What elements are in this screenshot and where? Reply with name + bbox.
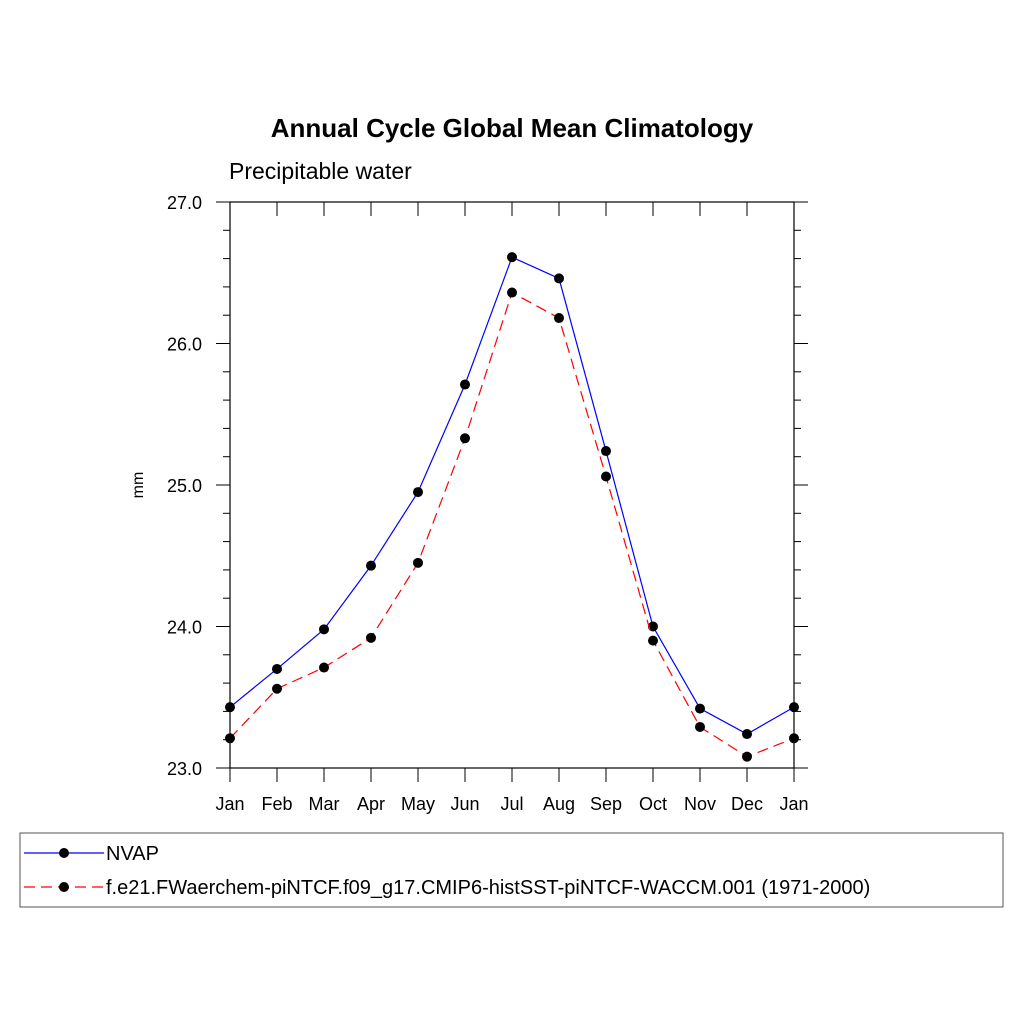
y-tick-label: 26.0 bbox=[167, 335, 202, 355]
x-tick-label: Jan bbox=[779, 794, 808, 814]
x-tick-label: Sep bbox=[590, 794, 622, 814]
legend-box bbox=[19, 832, 1004, 908]
x-tick-label: Dec bbox=[731, 794, 763, 814]
series-2-point bbox=[507, 287, 517, 298]
series-2-point bbox=[460, 433, 470, 444]
series-line-2 bbox=[229, 291, 795, 758]
x-tick-label: Oct bbox=[639, 794, 667, 814]
series-layer bbox=[225, 252, 799, 762]
y-axis-label: mm bbox=[130, 472, 147, 499]
series-line-1 bbox=[229, 256, 795, 735]
series-2-point bbox=[742, 751, 752, 762]
series-2-point bbox=[366, 632, 376, 643]
series-2-point bbox=[648, 635, 658, 646]
series-2-point bbox=[789, 733, 799, 744]
legend: NVAP f.e21.FWaerchem-piNTCF.f09_g17.CMIP6… bbox=[19, 832, 1004, 908]
series-1-point bbox=[507, 252, 517, 263]
series-1-point bbox=[272, 663, 282, 674]
series-1-point bbox=[366, 560, 376, 571]
x-tick-label: Jan bbox=[215, 794, 244, 814]
series-1-point bbox=[695, 703, 705, 714]
x-tick-label: Feb bbox=[261, 794, 292, 814]
legend-label-2: f.e21.FWaerchem-piNTCF.f09_g17.CMIP6-his… bbox=[106, 877, 870, 899]
chart-subtitle: Precipitable water bbox=[229, 158, 412, 184]
series-1-point bbox=[648, 621, 658, 632]
series-2-point bbox=[413, 557, 423, 568]
series-1-point bbox=[742, 729, 752, 740]
series-1-point bbox=[225, 702, 235, 713]
x-tick-label: Jun bbox=[450, 794, 479, 814]
x-tick-label: Jul bbox=[500, 794, 523, 814]
axes-layer: Jan Feb Mar Apr May Jun Jul Aug Sep Oct Nov Dec Jan 2… bbox=[167, 193, 809, 814]
series-1-point bbox=[460, 379, 470, 390]
series-2-point bbox=[272, 683, 282, 694]
legend-label-1: NVAP bbox=[106, 843, 159, 865]
series-1-point bbox=[319, 624, 329, 635]
series-1-point bbox=[789, 702, 799, 713]
x-tick-label: Mar bbox=[309, 794, 340, 814]
series-2-point bbox=[225, 733, 235, 744]
x-tick-label: Nov bbox=[684, 794, 716, 814]
series-2-point bbox=[695, 721, 705, 732]
y-tick-label: 24.0 bbox=[167, 618, 202, 638]
legend-marker-2 bbox=[59, 882, 69, 892]
plot-frame bbox=[229, 201, 795, 769]
y-tick-label: 23.0 bbox=[167, 759, 202, 779]
chart-title: Annual Cycle Global Mean Climatology bbox=[271, 113, 754, 143]
x-tick-label: May bbox=[401, 794, 435, 814]
series-2-point bbox=[554, 313, 564, 324]
legend-marker-1 bbox=[59, 848, 69, 858]
x-tick-label: Aug bbox=[543, 794, 575, 814]
series-1-point bbox=[413, 487, 423, 498]
series-1-point bbox=[601, 446, 611, 457]
y-tick-label: 25.0 bbox=[167, 476, 202, 496]
x-tick-label: Apr bbox=[357, 794, 385, 814]
series-2-point bbox=[601, 471, 611, 482]
series-2-point bbox=[319, 662, 329, 673]
series-1-point bbox=[554, 273, 564, 284]
y-tick-label: 27.0 bbox=[167, 193, 202, 213]
